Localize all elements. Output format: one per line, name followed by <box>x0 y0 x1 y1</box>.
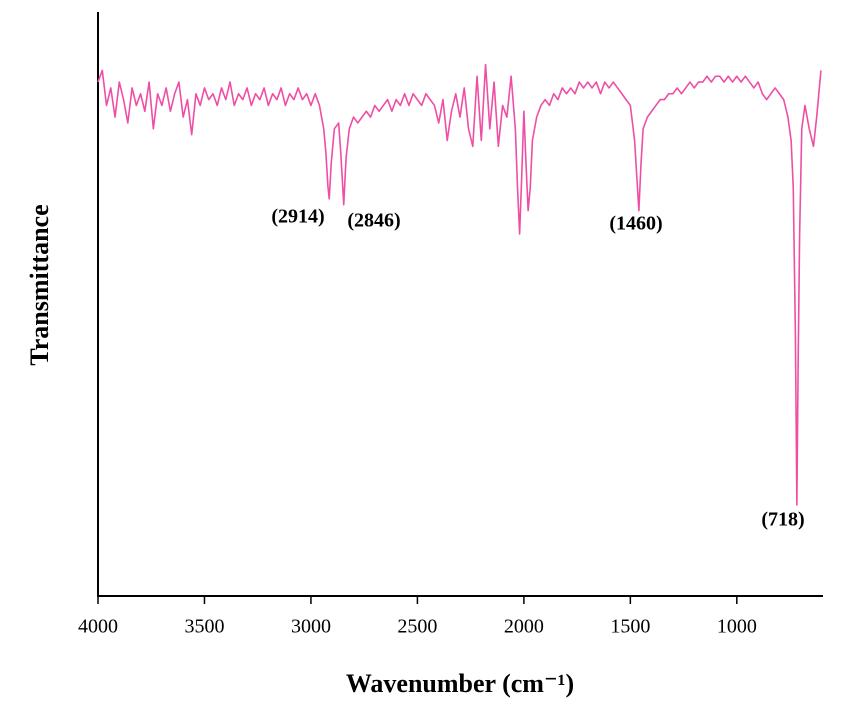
x-tick-label: 3000 <box>291 616 331 638</box>
peak-annotation: (1460) <box>609 213 662 235</box>
y-axis-label: Transmittance <box>25 204 54 365</box>
peak-annotation: (2846) <box>347 210 400 232</box>
x-axis-label: Wavenumber (cm⁻¹) <box>346 669 574 698</box>
peak-annotation: (2914) <box>271 206 324 228</box>
x-tick-label: 2500 <box>397 616 437 638</box>
x-tick-label: 3500 <box>184 616 224 638</box>
x-tick-label: 4000 <box>78 616 118 638</box>
x-tick-label: 1500 <box>610 616 650 638</box>
x-tick-label: 1000 <box>717 616 757 638</box>
peak-annotation: (718) <box>761 509 804 531</box>
spectrum-line <box>97 63 822 506</box>
x-tick-label: 2000 <box>504 616 544 638</box>
